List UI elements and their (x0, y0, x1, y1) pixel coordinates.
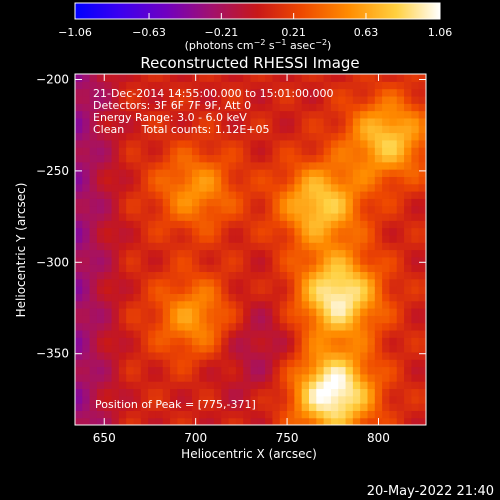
x-axis: 650 700 750 800 (93, 74, 390, 445)
colorbar-tick-label: 0.63 (354, 26, 379, 39)
heatmap-image (75, 74, 426, 425)
x-tick-label: 700 (184, 431, 207, 445)
peak-position-label: Position of Peak = [775,-371] (95, 398, 256, 411)
footer-date: 20-May-2022 21:40 (367, 484, 494, 499)
annotation-energy-range: Energy Range: 3.0 - 6.0 keV (93, 111, 247, 124)
annotation-clean-counts: Clean Total counts: 1.12E+05 (93, 123, 270, 136)
x-axis-label: Heliocentric X (arcsec) (181, 447, 317, 461)
colorbar (74, 2, 441, 20)
colorbar-tick-label: −1.06 (58, 26, 92, 39)
x-tick-label: 750 (276, 431, 299, 445)
annotation-time-range: 21-Dec-2014 14:55:00.000 to 15:01:00.000 (93, 87, 334, 100)
x-tick-label: 650 (93, 431, 116, 445)
colorbar-unit-label: (photons cm−2 s−1 asec−2) (185, 38, 332, 52)
x-tick-label: 800 (367, 431, 390, 445)
y-axis-label: Heliocentric Y (arcsec) (14, 183, 28, 318)
y-tick-label: −250 (36, 164, 69, 178)
y-tick-label: −200 (36, 72, 69, 86)
colorbar-tick-label: −0.21 (204, 26, 238, 39)
chart-title: Reconstructed RHESSI Image (140, 54, 359, 72)
y-tick-label: −300 (36, 255, 69, 269)
colorbar-tick-label: 0.21 (281, 26, 306, 39)
y-tick-label: −350 (36, 347, 69, 361)
y-axis: −200 −250 −300 −350 (36, 72, 426, 361)
colorbar-tick-label: 1.06 (428, 26, 453, 39)
colorbar-tick-label: −0.63 (132, 26, 166, 39)
annotation-detectors: Detectors: 3F 6F 7F 9F, Att 0 (93, 99, 251, 112)
plot-frame (74, 73, 427, 426)
colorbar-ticks: −1.06 −0.63 −0.21 0.21 0.63 1.06 (58, 13, 452, 39)
